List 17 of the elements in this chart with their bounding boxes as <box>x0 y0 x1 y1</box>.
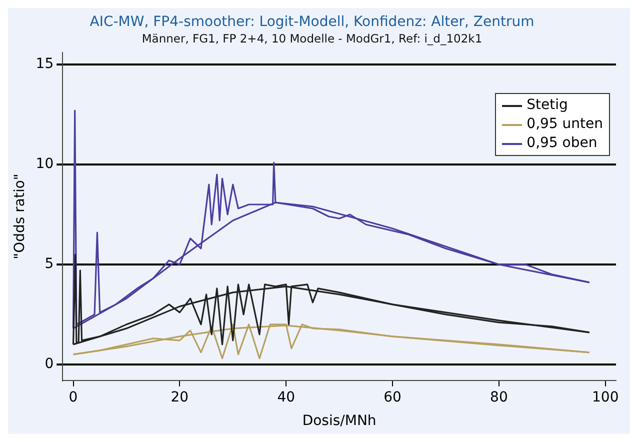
x-tick-label: 0 <box>68 389 78 406</box>
x-axis-title: Dosis/MNh <box>302 413 376 430</box>
x-tick-label: 20 <box>170 389 189 406</box>
y-axis-title: "Odds ratio" <box>12 174 28 260</box>
chart-subtitle: Männer, FG1, FP 2+4, 10 Modelle - ModGr1, Ref: i_d_102k1 <box>142 32 482 46</box>
y-tick-label: 10 <box>36 156 54 172</box>
y-tick-label: 15 <box>36 56 54 72</box>
x-tick-label: 100 <box>592 389 619 406</box>
y-tick-label: 5 <box>44 256 54 272</box>
x-tick-label: 80 <box>490 389 508 406</box>
x-tick-label: 40 <box>277 389 296 406</box>
legend-label: 0,95 unten <box>526 115 603 134</box>
x-tick-label: 60 <box>384 389 402 406</box>
chart-title: AIC-MW, FP4-smoother: Logit-Modell, Konfidenz: Alter, Zentrum <box>90 14 534 30</box>
y-tick-label: 0 <box>44 356 54 372</box>
legend-label: Stetig <box>526 96 568 115</box>
legend-label: 0,95 oben <box>526 134 598 153</box>
